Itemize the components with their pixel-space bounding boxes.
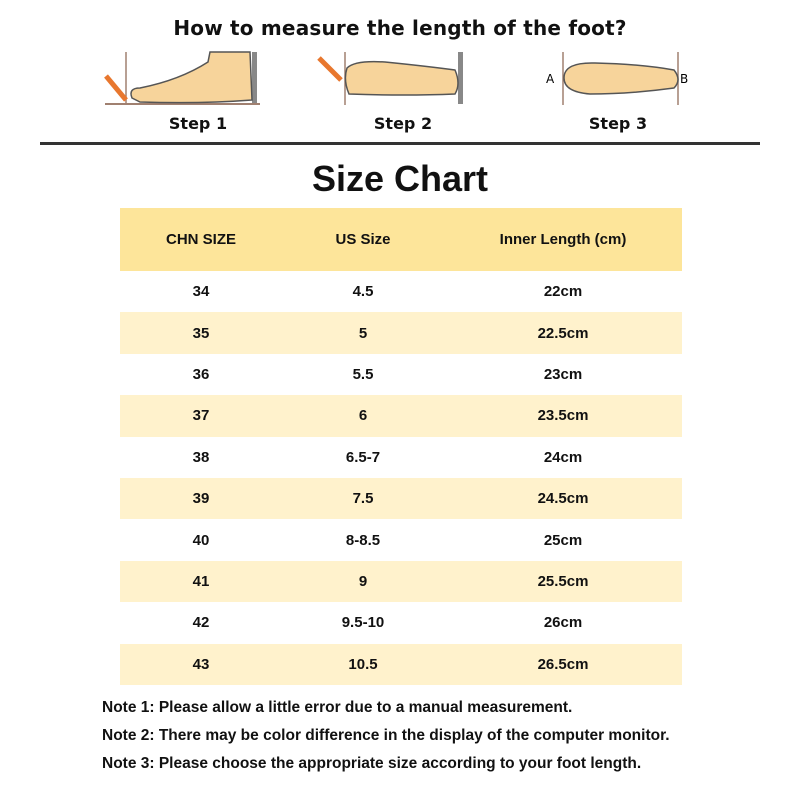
table-row: 35 5 22.5cm: [120, 312, 682, 354]
table-cell: 26.5cm: [444, 643, 682, 685]
table-cell: 40: [192, 531, 210, 549]
table-cell: 39: [120, 477, 282, 520]
table-cell: 8-8.5: [345, 531, 381, 549]
table-cell: 23cm: [543, 365, 583, 383]
table-cell: 6.5-7: [345, 448, 381, 466]
table-cell: 42: [192, 614, 210, 632]
table-row: 36 5.5 23cm: [120, 354, 682, 395]
table-cell: 37: [120, 395, 282, 437]
foot-outline-icon: A B: [546, 52, 688, 105]
table-row: 41 9 25.5cm: [120, 560, 682, 603]
table-cell: 43: [120, 643, 282, 685]
table-row: 39 7.5 24.5cm: [120, 477, 682, 520]
step-1-label: Step 1: [168, 114, 228, 133]
chart-title: Size Chart: [311, 158, 489, 199]
foot-top-view-icon: [317, 52, 463, 105]
size-table: CHN SIZE US Size Inner Length (cm) 34 4.5…: [120, 208, 682, 685]
column-header: US Size: [282, 208, 444, 271]
table-cell: 26cm: [543, 614, 583, 632]
table-cell: 41: [120, 560, 282, 603]
table-cell: 24.5cm: [444, 477, 682, 520]
table-cell: 9.5-10: [341, 614, 385, 632]
table-cell: 22.5cm: [444, 312, 682, 354]
table-cell: 10.5: [282, 643, 444, 685]
step-2-label: Step 2: [373, 114, 433, 133]
table-cell: 5: [282, 312, 444, 354]
table-row: 37 6 23.5cm: [120, 395, 682, 437]
table-cell: 24cm: [543, 448, 583, 466]
table-row: 38 6.5-7 24cm: [120, 437, 682, 478]
note-2: Note 2: There may be color difference in…: [102, 727, 670, 744]
notes: Note 1: Please allow a little error due …: [102, 694, 670, 778]
table-cell: 36: [192, 365, 210, 383]
note-1: Note 1: Please allow a little error due …: [102, 699, 573, 716]
foot-side-view-icon: [104, 51, 260, 105]
table-cell: 23.5cm: [444, 395, 682, 437]
table-cell: 7.5: [282, 477, 444, 520]
table-header-row: CHN SIZE US Size Inner Length (cm): [120, 208, 682, 271]
table-cell: 38: [192, 448, 210, 466]
table-cell: 35: [120, 312, 282, 354]
table-row: 42 9.5-10 26cm: [120, 602, 682, 643]
table-cell: 9: [282, 560, 444, 603]
column-header: Inner Length (cm): [444, 208, 682, 271]
table-row: 40 8-8.5 25cm: [120, 519, 682, 560]
table-row: 43 10.5 26.5cm: [120, 643, 682, 685]
point-a-label: A: [546, 72, 555, 86]
table-cell: 22cm: [543, 283, 583, 301]
table-cell: 25.5cm: [444, 560, 682, 603]
column-header: CHN SIZE: [120, 208, 282, 271]
table-cell: 25cm: [543, 531, 583, 549]
table-cell: 34: [192, 283, 210, 301]
step-3-label: Step 3: [588, 114, 648, 133]
divider: [40, 142, 760, 145]
table-row: 34 4.5 22cm: [120, 271, 682, 312]
table-cell: 6: [282, 395, 444, 437]
table-cell: 4.5: [352, 283, 374, 301]
how-to-heading: How to measure the length of the foot?: [173, 16, 627, 40]
table-cell: 5.5: [352, 365, 374, 383]
point-b-label: B: [680, 72, 688, 86]
note-3: Note 3: Please choose the appropriate si…: [102, 755, 642, 772]
